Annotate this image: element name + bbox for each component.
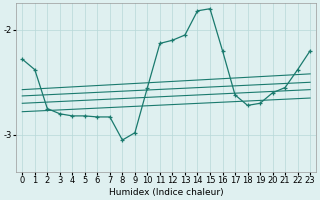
X-axis label: Humidex (Indice chaleur): Humidex (Indice chaleur) xyxy=(109,188,223,197)
